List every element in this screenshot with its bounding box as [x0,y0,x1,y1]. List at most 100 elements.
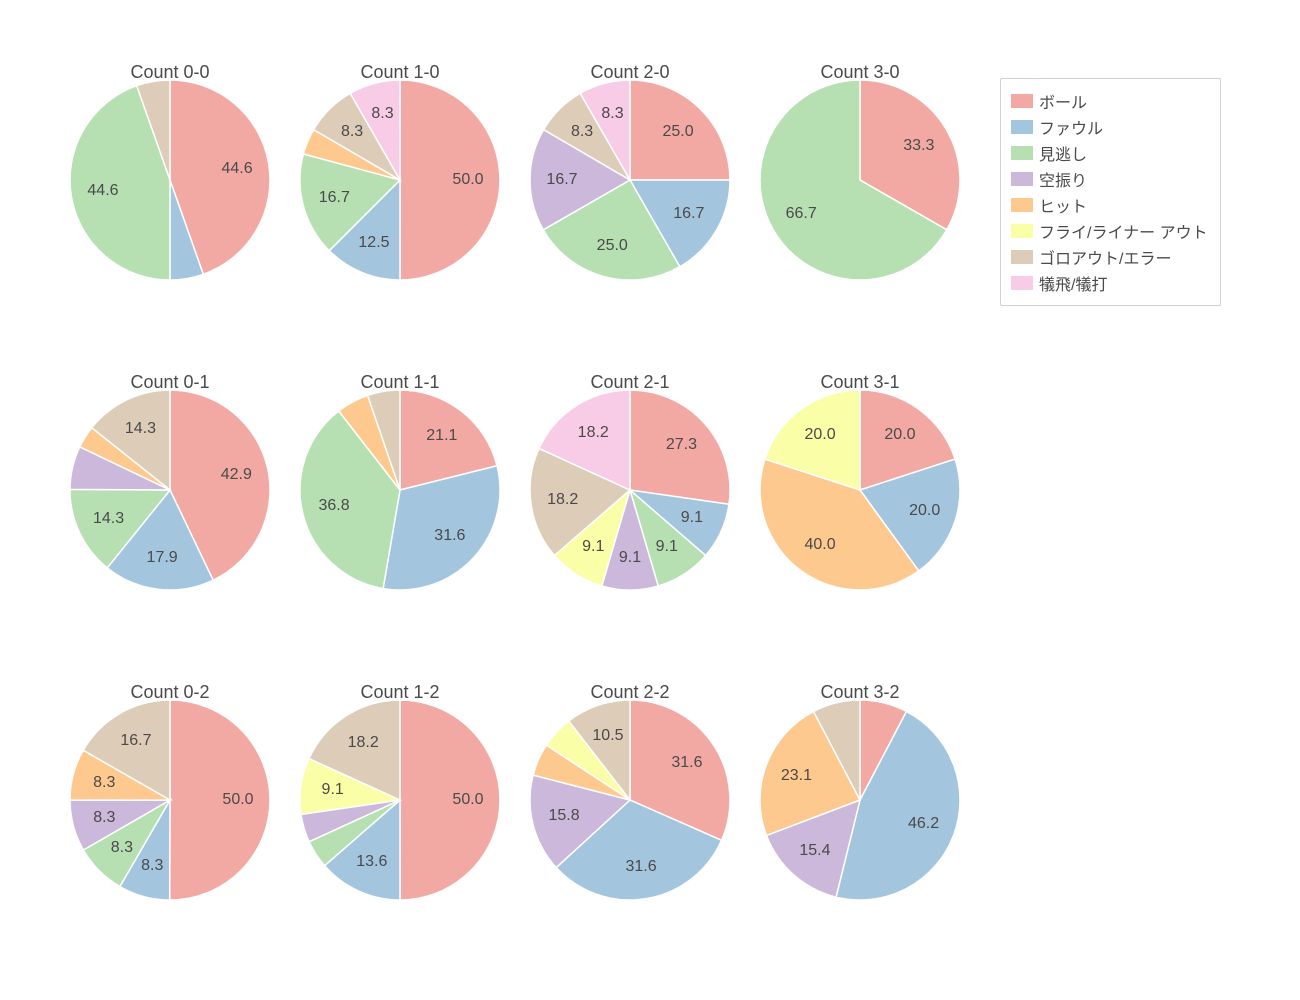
legend-item-ball: ボール [1011,89,1208,113]
pie-title: Count 2-2 [530,682,730,703]
legend-swatch [1011,146,1033,160]
pie-title: Count 0-0 [70,62,270,83]
slice-label: 8.3 [601,105,623,123]
slice-label: 46.2 [908,815,939,833]
slice-label: 14.3 [125,420,156,438]
pie-title: Count 2-0 [530,62,730,83]
pie-count-3-0: Count 3-033.366.7 [760,80,960,280]
slice-label: 44.6 [221,160,252,178]
legend-label: フライ/ライナー アウト [1039,219,1208,243]
slice-label: 8.3 [571,123,593,141]
legend-label: ヒット [1039,193,1087,217]
pie-title: Count 1-0 [300,62,500,83]
legend-label: ゴロアウト/エラー [1039,245,1171,269]
slice-label: 8.3 [93,809,115,827]
legend-item-sac: 犠飛/犠打 [1011,271,1208,295]
slice-label: 8.3 [111,839,133,857]
legend-label: ボール [1039,89,1087,113]
slice-label: 8.3 [141,857,163,875]
pie-count-0-0: Count 0-044.644.6 [70,80,270,280]
slice-label: 23.1 [781,767,812,785]
legend-label: 空振り [1039,167,1087,191]
slice-label: 18.2 [348,734,379,752]
pie-svg [760,390,960,590]
legend-item-swing: 空振り [1011,167,1208,191]
pie-svg [760,700,960,900]
slice-label: 12.5 [358,234,389,252]
pie-count-2-0: Count 2-025.016.725.016.78.38.3 [530,80,730,280]
pie-svg [300,390,500,590]
pie-count-1-1: Count 1-121.131.636.8 [300,390,500,590]
legend-item-hit: ヒット [1011,193,1208,217]
pie-title: Count 1-1 [300,372,500,393]
slice-label: 50.0 [452,791,483,809]
slice-label: 25.0 [597,237,628,255]
slice-label: 20.0 [909,502,940,520]
slice-label: 31.6 [671,754,702,772]
pie-svg [70,80,270,280]
slice-label: 9.1 [322,781,344,799]
legend-swatch [1011,94,1033,108]
legend-label: 犠飛/犠打 [1039,271,1107,295]
slice-label: 15.8 [548,807,579,825]
slice-label: 16.7 [673,205,704,223]
slice-label: 18.2 [578,424,609,442]
slice-label: 8.3 [371,105,393,123]
slice-label: 40.0 [804,536,835,554]
legend-item-ground: ゴロアウト/エラー [1011,245,1208,269]
slice-label: 27.3 [666,436,697,454]
slice-label: 8.3 [341,123,363,141]
slice-label: 18.2 [547,491,578,509]
slice-label: 20.0 [884,426,915,444]
pie-title: Count 0-1 [70,372,270,393]
slice-label: 17.9 [147,549,178,567]
legend-swatch [1011,198,1033,212]
legend-item-look: 見逃し [1011,141,1208,165]
pie-count-3-2: Count 3-246.215.423.1 [760,700,960,900]
pie-count-2-1: Count 2-127.39.19.19.19.118.218.2 [530,390,730,590]
slice-label: 16.7 [120,732,151,750]
legend-item-flyout: フライ/ライナー アウト [1011,219,1208,243]
legend-swatch [1011,276,1033,290]
slice-label: 33.3 [903,137,934,155]
slice-label: 9.1 [681,509,703,527]
pie-title: Count 2-1 [530,372,730,393]
slice-label: 50.0 [222,791,253,809]
slice-label: 9.1 [582,538,604,556]
slice-label: 25.0 [663,123,694,141]
legend-swatch [1011,120,1033,134]
slice-label: 14.3 [93,510,124,528]
pie-title: Count 3-0 [760,62,960,83]
pie-title: Count 1-2 [300,682,500,703]
slice-label: 66.7 [786,205,817,223]
legend-label: 見逃し [1039,141,1087,165]
legend: ボールファウル見逃し空振りヒットフライ/ライナー アウトゴロアウト/エラー犠飛/… [1000,78,1221,306]
slice-label: 16.7 [319,189,350,207]
slice-label: 15.4 [799,842,830,860]
slice-label: 10.5 [592,727,623,745]
legend-label: ファウル [1039,115,1103,139]
legend-swatch [1011,224,1033,238]
legend-swatch [1011,172,1033,186]
slice-label: 9.1 [656,538,678,556]
slice-label: 13.6 [356,853,387,871]
pie-count-0-2: Count 0-250.08.38.38.38.316.7 [70,700,270,900]
pie-count-3-1: Count 3-120.020.040.020.0 [760,390,960,590]
pie-count-0-1: Count 0-142.917.914.314.3 [70,390,270,590]
pie-title: Count 0-2 [70,682,270,703]
pie-count-1-0: Count 1-050.012.516.78.38.3 [300,80,500,280]
slice-label: 20.0 [804,426,835,444]
legend-item-foul: ファウル [1011,115,1208,139]
pie-title: Count 3-1 [760,372,960,393]
pie-count-1-2: Count 1-250.013.69.118.2 [300,700,500,900]
pie-title: Count 3-2 [760,682,960,703]
slice-label: 31.6 [625,858,656,876]
pie-count-2-2: Count 2-231.631.615.810.5 [530,700,730,900]
slice-label: 16.7 [546,171,577,189]
slice-label: 9.1 [619,549,641,567]
pie-svg [760,80,960,280]
chart-grid: Count 0-0 44.6 44.6 Count 1-0 50.0 12.5 16.7 8.… [0,0,1300,1000]
slice-label: 50.0 [452,171,483,189]
slice-label: 8.3 [93,774,115,792]
slice-label: 44.6 [87,182,118,200]
